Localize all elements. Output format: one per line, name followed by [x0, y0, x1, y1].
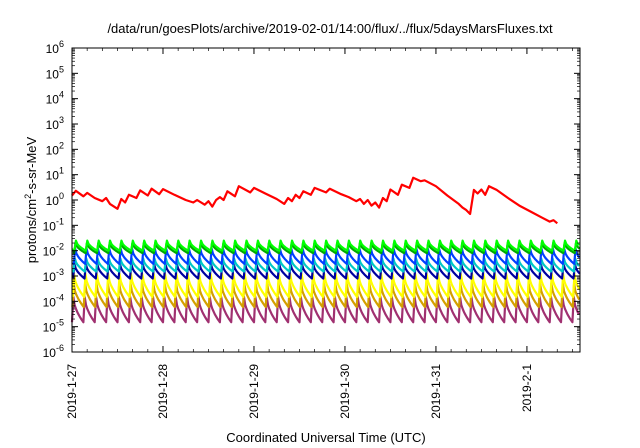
x-axis-label: Coordinated Universal Time (UTC) — [226, 430, 425, 445]
y-tick-label: 101 — [46, 166, 64, 183]
y-tick-label: 102 — [46, 140, 64, 157]
y-tick-label: 100 — [46, 191, 64, 208]
y-axis-label: protons/cm2-s-sr-MeV — [23, 136, 39, 263]
series-layer — [70, 176, 581, 324]
series-line — [71, 239, 580, 252]
y-tick-label: 106 — [46, 39, 64, 56]
chart-title: /data/run/goesPlots/archive/2019-02-01/1… — [107, 21, 553, 36]
y-tick-label: 10-5 — [43, 318, 64, 335]
x-tick-label: 2019-1-31 — [429, 364, 443, 419]
y-tick-label: 10-6 — [43, 343, 64, 360]
x-tick-label: 2019-1-28 — [156, 364, 170, 419]
y-tick-label: 10-2 — [43, 242, 64, 259]
y-tick-label: 103 — [46, 115, 64, 132]
series-line — [71, 257, 580, 273]
x-tick-label: 2019-1-29 — [247, 364, 261, 419]
y-tick-label: 10-4 — [43, 292, 64, 309]
y-tick-label: 105 — [46, 64, 64, 81]
y-tick-label: 104 — [46, 90, 64, 107]
y-tick-label: 10-3 — [43, 267, 64, 284]
series-line — [71, 247, 581, 265]
x-tick-label: 2019-1-27 — [65, 364, 79, 419]
x-axis: 2019-1-27 2019-1-28 2019-1-29 2019-1-30 2019… — [65, 48, 573, 419]
x-tick-label: 2019-1-30 — [338, 364, 352, 419]
x-tick-label: 2019-2-1 — [520, 364, 534, 412]
y-tick-label: 10-1 — [43, 216, 64, 233]
y-axis: 10-6 10-5 10-4 10-3 10-2 10-1 100 101 102 103 104 1… — [43, 39, 580, 360]
series-line-red — [71, 176, 558, 225]
